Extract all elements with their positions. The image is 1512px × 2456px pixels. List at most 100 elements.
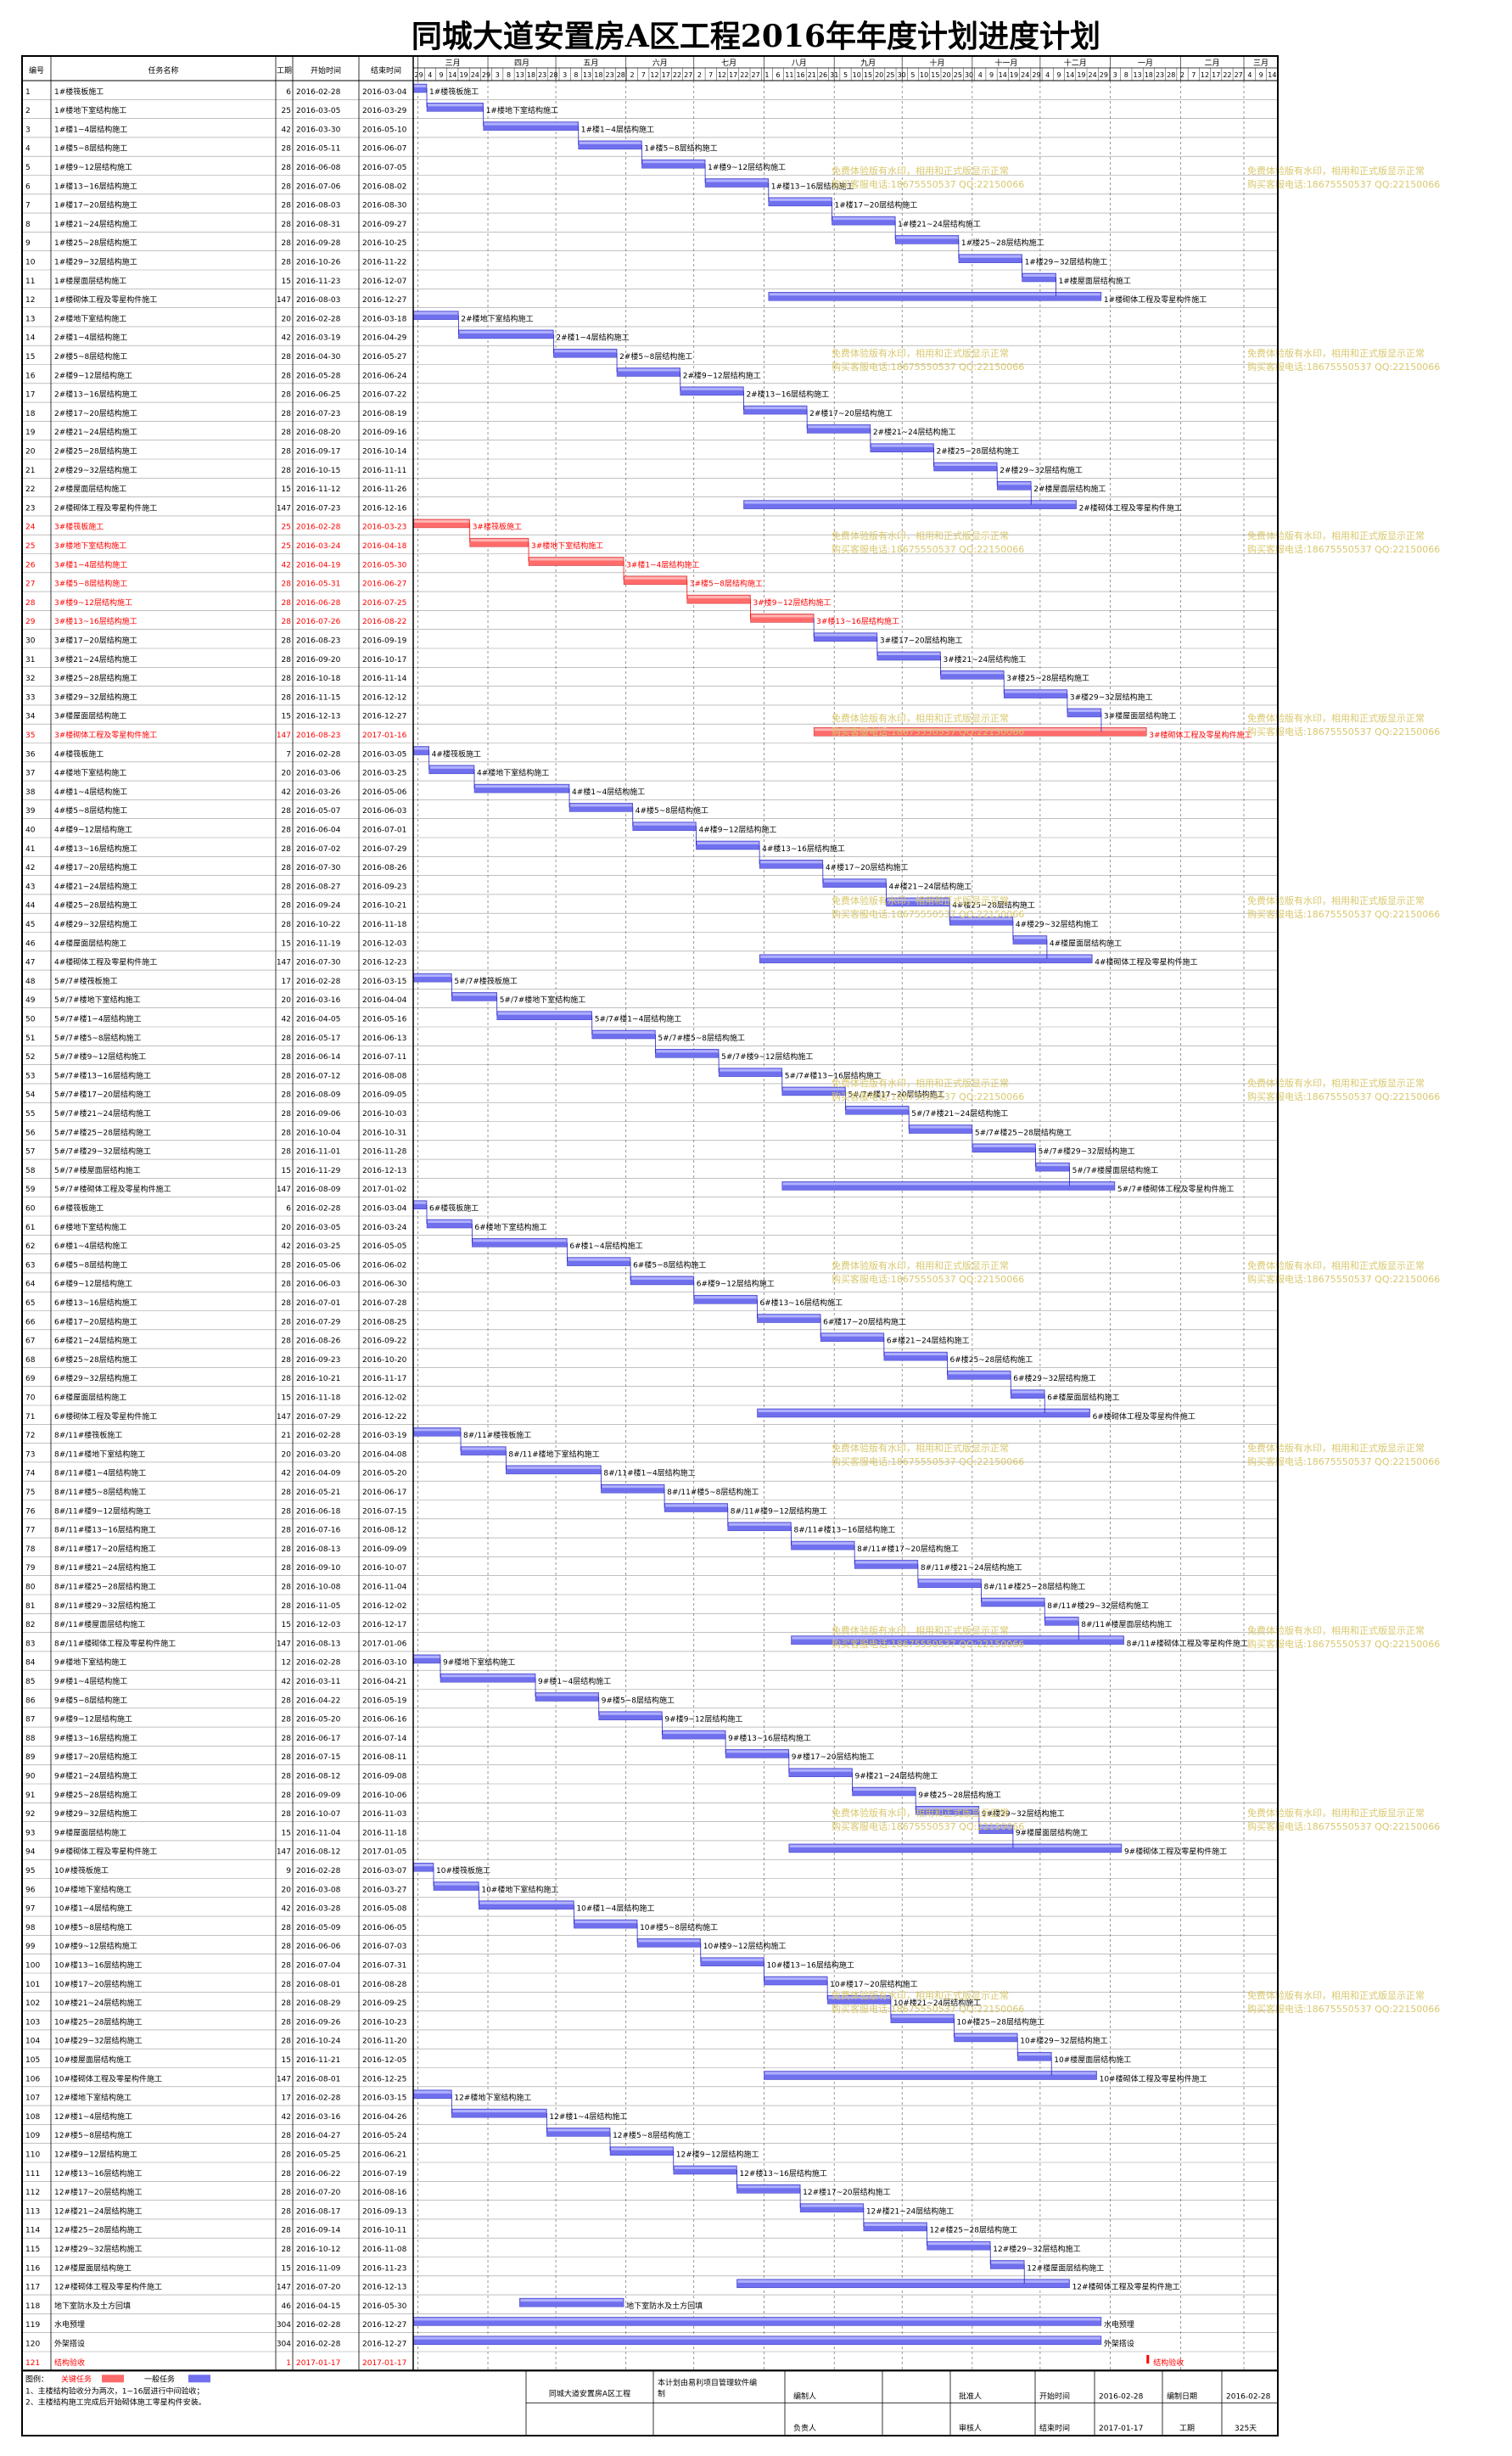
task-id: 75 bbox=[25, 1489, 35, 1497]
day-tick-label: 20 bbox=[943, 71, 951, 79]
task-id: 59 bbox=[25, 1186, 36, 1194]
task-name: 8#/11#楼砌体工程及零星构件施工 bbox=[54, 1638, 176, 1648]
task-bar-highlight bbox=[855, 1561, 917, 1564]
task-start: 2016-04-30 bbox=[296, 353, 341, 362]
task-id: 44 bbox=[25, 902, 36, 911]
task-name: 1#楼1~4层结构施工 bbox=[54, 124, 127, 134]
task-duration: 15 bbox=[282, 2264, 291, 2273]
task-start: 2016-02-28 bbox=[296, 1205, 341, 1214]
day-tick-label: 29 bbox=[482, 71, 490, 79]
task-start: 2016-07-15 bbox=[296, 1753, 340, 1762]
task-bar-highlight bbox=[414, 1655, 440, 1658]
task-name: 8#/11#楼13~16层结构施工 bbox=[54, 1525, 156, 1535]
task-start: 2016-03-08 bbox=[296, 1886, 341, 1894]
task-bar-highlight bbox=[751, 614, 814, 618]
task-id: 65 bbox=[25, 1299, 35, 1308]
task-id: 74 bbox=[25, 1470, 36, 1478]
day-tick-label: 30 bbox=[965, 71, 973, 79]
task-bar-highlight bbox=[998, 482, 1031, 485]
bar-label: 2#楼地下室结构施工 bbox=[461, 313, 533, 323]
task-duration: 28 bbox=[282, 1527, 292, 1535]
task-id: 27 bbox=[25, 580, 35, 589]
task-duration: 42 bbox=[282, 2113, 291, 2122]
task-end: 2016-12-23 bbox=[362, 959, 406, 967]
task-bar bbox=[781, 1181, 1116, 1191]
task-id: 97 bbox=[25, 1905, 35, 1914]
task-name: 6#楼地下室结构施工 bbox=[54, 1222, 126, 1232]
task-end: 2016-11-18 bbox=[362, 921, 407, 929]
task-name: 结构验收 bbox=[54, 2358, 85, 2368]
task-id: 85 bbox=[25, 1678, 35, 1686]
task-bar-highlight bbox=[694, 1296, 757, 1299]
month-label: 九月 bbox=[860, 59, 876, 68]
task-name: 2#楼21~24层结构施工 bbox=[54, 427, 137, 437]
task-id: 61 bbox=[25, 1224, 35, 1232]
task-bar-highlight bbox=[618, 368, 680, 372]
task-id: 8 bbox=[25, 221, 31, 229]
task-bar bbox=[519, 2297, 624, 2307]
task-start: 2016-11-09 bbox=[296, 2264, 341, 2273]
task-name: 10#楼9~12层结构施工 bbox=[54, 1941, 137, 1951]
task-name: 6#楼砌体工程及零星构件施工 bbox=[54, 1411, 157, 1421]
bar-label: 8#/11#楼13~16层结构施工 bbox=[793, 1525, 895, 1535]
bar-label: 水电预埋 bbox=[1104, 2319, 1134, 2330]
bar-label: 5#/7#楼29~32层结构施工 bbox=[1039, 1147, 1135, 1157]
bar-label: 9#楼9~12层结构施工 bbox=[664, 1714, 742, 1724]
task-start: 2016-03-26 bbox=[296, 788, 341, 797]
task-name: 1#楼17~20层结构施工 bbox=[54, 200, 137, 210]
task-end: 2016-12-05 bbox=[362, 2056, 406, 2065]
month-label: 三月 bbox=[445, 59, 461, 68]
task-end: 2016-04-26 bbox=[362, 2113, 407, 2122]
task-end: 2016-06-16 bbox=[362, 1716, 407, 1724]
bar-label: 4#楼21~24层结构施工 bbox=[889, 881, 972, 891]
task-id: 80 bbox=[25, 1584, 36, 1592]
task-start: 2016-02-28 bbox=[296, 2321, 341, 2330]
day-tick-label: 10 bbox=[920, 71, 928, 79]
task-bar-highlight bbox=[918, 1579, 981, 1583]
watermark-text: 免费体验版有水印，相用和正式版显示正常 bbox=[1247, 1077, 1425, 1089]
day-tick-label: 25 bbox=[886, 71, 894, 79]
task-id: 55 bbox=[25, 1110, 35, 1119]
task-duration: 28 bbox=[282, 637, 292, 646]
task-bar-highlight bbox=[884, 1353, 947, 1356]
task-duration: 28 bbox=[282, 221, 292, 229]
day-tick-label: 9 bbox=[440, 71, 444, 79]
task-bar-highlight bbox=[414, 1864, 434, 1867]
day-tick-label: 22 bbox=[673, 71, 681, 79]
task-bar-highlight bbox=[758, 1410, 1089, 1412]
task-duration: 28 bbox=[282, 1318, 292, 1326]
task-start: 2016-08-26 bbox=[296, 1337, 341, 1346]
bar-label: 3#楼9~12层结构施工 bbox=[753, 597, 831, 608]
task-id: 25 bbox=[25, 542, 35, 551]
bar-label: 2#楼13~16层结构施工 bbox=[746, 390, 829, 400]
day-tick-label: 18 bbox=[527, 71, 535, 79]
day-tick-label: 7 bbox=[641, 71, 646, 79]
task-end: 2016-09-25 bbox=[362, 1999, 406, 2008]
footer-compile-date-label: 编制日期 bbox=[1167, 2392, 1197, 2402]
bar-label: 5#/7#楼9~12层结构施工 bbox=[721, 1051, 813, 1062]
day-tick-label: 23 bbox=[1156, 71, 1164, 79]
task-end: 2016-06-02 bbox=[362, 1261, 406, 1270]
task-start: 2016-10-18 bbox=[296, 675, 341, 683]
watermark-text: 购买客服电话:18675550537 QQ:22150066 bbox=[832, 2003, 1024, 2015]
task-end: 2016-12-13 bbox=[362, 1167, 406, 1175]
task-name: 12#楼21~24层结构施工 bbox=[54, 2206, 142, 2216]
task-end: 2016-09-23 bbox=[362, 883, 406, 891]
task-name: 12#楼1~4层结构施工 bbox=[54, 2111, 132, 2122]
task-end: 2016-05-24 bbox=[362, 2132, 407, 2140]
task-start: 2016-07-23 bbox=[296, 504, 340, 513]
task-end: 2016-09-13 bbox=[362, 2207, 406, 2216]
bar-label: 4#楼17~20层结构施工 bbox=[826, 862, 909, 872]
watermark-text: 购买客服电话:18675550537 QQ:22150066 bbox=[1247, 1091, 1440, 1102]
task-bar-highlight bbox=[758, 1315, 820, 1318]
task-duration: 304 bbox=[277, 2321, 291, 2330]
task-bar-highlight bbox=[592, 1031, 655, 1034]
task-end: 2016-11-22 bbox=[362, 259, 406, 267]
day-tick-label: 4 bbox=[1247, 71, 1252, 79]
task-name: 3#楼17~20层结构施工 bbox=[54, 636, 137, 646]
bar-label: 10#楼5~8层结构施工 bbox=[640, 1922, 718, 1932]
task-duration: 28 bbox=[282, 1962, 292, 1971]
task-bar-highlight bbox=[570, 804, 632, 807]
header-start: 开始时间 bbox=[311, 65, 341, 76]
task-id: 32 bbox=[25, 675, 35, 683]
